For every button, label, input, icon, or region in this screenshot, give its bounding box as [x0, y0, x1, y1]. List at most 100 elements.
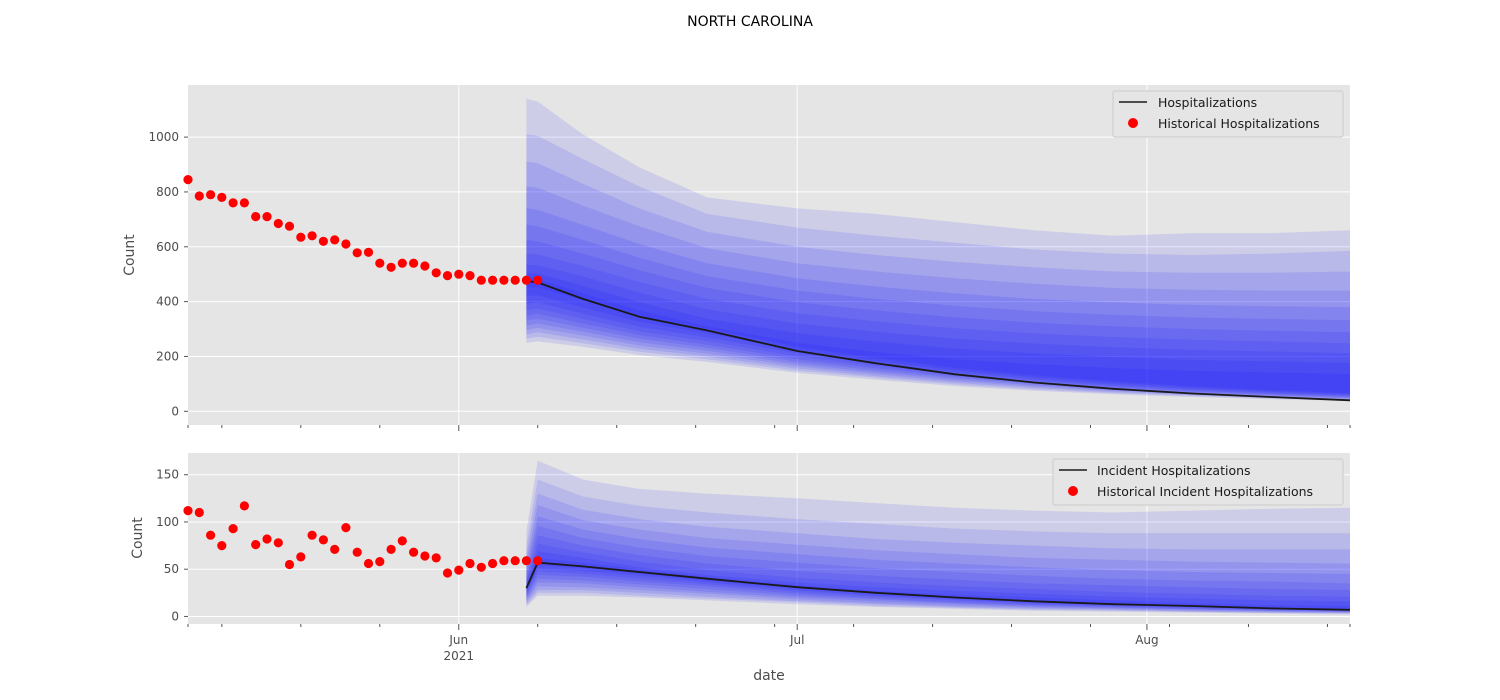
- x-ticks: [187, 425, 1351, 431]
- historical-point: [488, 275, 498, 285]
- uncertainty-band: [526, 186, 1350, 399]
- historical-point: [341, 239, 351, 249]
- historical-point: [307, 231, 317, 241]
- historical-point: [217, 541, 227, 551]
- historical-point: [476, 275, 486, 285]
- y-tick-label: 0: [171, 404, 179, 418]
- historical-point: [273, 538, 283, 548]
- historical-point: [386, 544, 396, 555]
- historical-point: [521, 556, 532, 566]
- uncertainty-band: [526, 272, 1350, 395]
- y-tick-label: 600: [156, 240, 179, 254]
- historical-point: [352, 547, 362, 557]
- historical-point: [510, 556, 520, 566]
- historical-point: [318, 535, 328, 545]
- historical-point: [363, 247, 374, 257]
- x-tick-label: Jun: [448, 633, 468, 647]
- uncertainty-band: [526, 264, 1350, 396]
- y-ticks: 0 50 100 150: [156, 468, 188, 623]
- median-forecast-line: [525, 561, 1351, 611]
- historical-point: [206, 530, 216, 540]
- y-tick-label: 400: [156, 295, 179, 309]
- historical-point: [375, 557, 385, 567]
- y-axis-label: Count: [122, 234, 138, 276]
- legend-box: [1112, 90, 1344, 138]
- y-ticks: 0 200 400 600 800 1000: [148, 130, 188, 418]
- y-tick-label: 50: [164, 562, 179, 576]
- historical-point: [262, 212, 272, 222]
- uncertainty-band: [526, 98, 1350, 401]
- historical-point: [488, 558, 498, 569]
- y-tick-label: 150: [156, 468, 179, 482]
- uncertainty-band: [526, 208, 1350, 399]
- uncertainty-band: [526, 543, 1350, 611]
- historical-point: [420, 261, 430, 271]
- historical-point: [397, 536, 407, 546]
- median-lines: [526, 280, 1351, 402]
- historical-point: [307, 530, 317, 540]
- uncertainty-band: [526, 479, 1350, 614]
- median-forecast-line: [526, 280, 1351, 402]
- x-tick-label: Jul: [789, 633, 804, 647]
- gridlines: [188, 453, 1350, 624]
- axes-hospitalizations: 0 200 400 600 800 1000 Count Hospitalizations…: [122, 85, 1351, 431]
- axes-incident-hospitalizations: 0 50 100 150 Jun 2021 Jul Aug Count Incident H…: [130, 453, 1351, 663]
- x-tick-label: Aug: [1135, 633, 1158, 647]
- historical-point: [454, 565, 464, 575]
- uncertainty-band: [526, 239, 1350, 397]
- historical-point: [318, 236, 328, 246]
- uncertainty-band: [526, 535, 1350, 612]
- historical-point: [251, 212, 261, 222]
- historical-point: [284, 559, 295, 570]
- historical-point: [476, 562, 486, 572]
- gridlines: [188, 85, 1350, 425]
- historical-point: [206, 190, 216, 200]
- historical-point: [397, 258, 407, 268]
- figure-title: NORTH CAROLINA: [687, 14, 813, 30]
- historical-point: [251, 540, 261, 550]
- legend: Incident Hospitalizations Historical Inc…: [1052, 458, 1344, 506]
- historical-point: [341, 523, 351, 533]
- historical-point: [409, 547, 419, 557]
- uncertainty-band: [526, 516, 1350, 613]
- uncertainty-band: [526, 505, 1350, 613]
- historical-point: [284, 221, 295, 231]
- historical-point: [386, 262, 396, 272]
- historical-point: [352, 248, 362, 258]
- legend-entry-hospitalizations: Hospitalizations: [1158, 95, 1257, 110]
- legend-entry-historical-incident-hospitalizations: Historical Incident Hospitalizations: [1097, 484, 1313, 499]
- y-axis-label: Count: [130, 517, 146, 559]
- uncertainty-band: [526, 224, 1350, 398]
- legend-dot-swatch: [1068, 486, 1078, 496]
- historical-point: [420, 551, 430, 561]
- historical-point: [239, 501, 249, 511]
- legend-box: [1052, 458, 1344, 506]
- uncertainty-bands: [526, 98, 1350, 401]
- historical-point: [363, 558, 374, 569]
- legend-entry-historical-hospitalizations: Historical Hospitalizations: [1158, 116, 1320, 131]
- legend-entry-incident-hospitalizations: Incident Hospitalizations: [1097, 463, 1251, 478]
- historical-point: [442, 271, 453, 281]
- historical-point: [454, 269, 464, 279]
- historical-point: [465, 558, 475, 569]
- historical-point: [442, 568, 453, 578]
- uncertainty-band: [526, 493, 1350, 614]
- uncertainty-band: [526, 460, 1350, 615]
- historical-point: [239, 198, 249, 208]
- historical-point: [296, 552, 306, 562]
- historical-point: [228, 198, 238, 208]
- historical-point: [183, 506, 193, 516]
- historical-point: [533, 556, 543, 566]
- uncertainty-band: [526, 278, 1350, 394]
- historical-point: [431, 553, 441, 563]
- uncertainty-band: [526, 253, 1350, 396]
- historical-point: [296, 232, 306, 242]
- legend: Hospitalizations Historical Hospitalizat…: [1112, 90, 1344, 138]
- historical-point: [273, 218, 283, 229]
- historical-point: [499, 556, 509, 566]
- historical-point: [228, 524, 238, 534]
- historical-point: [330, 235, 340, 245]
- uncertainty-band: [526, 525, 1350, 612]
- uncertainty-band: [526, 551, 1350, 611]
- historical-point: [521, 275, 532, 285]
